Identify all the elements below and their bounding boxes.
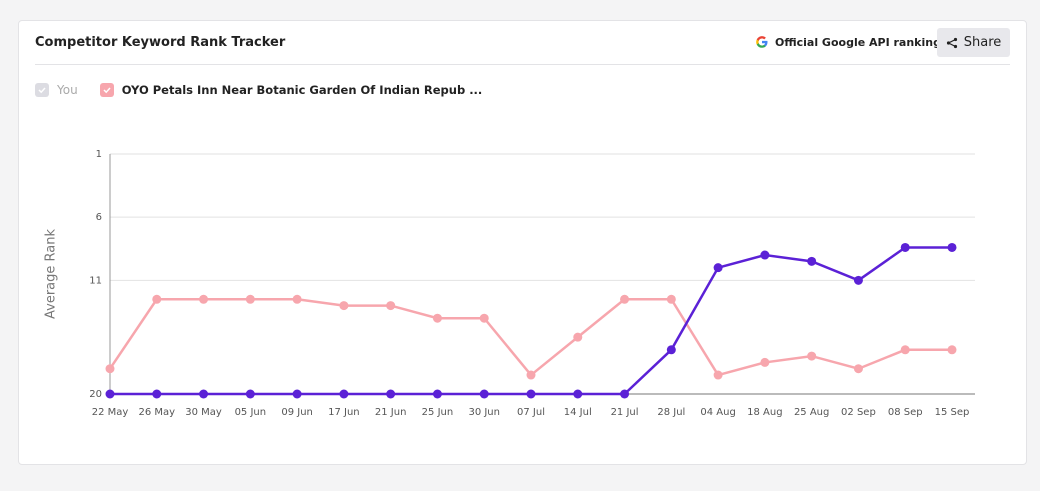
y-axis-label: Average Rank [44,229,59,319]
point [199,294,209,304]
point [760,357,770,367]
x-tick-label: 30 Jun [468,407,500,418]
point [947,345,957,355]
point [900,242,910,252]
google-badge: Official Google API rankings [755,35,948,49]
point [526,389,536,399]
legend-checkbox[interactable] [35,83,49,97]
point [666,345,676,355]
point [339,389,349,399]
point [152,294,162,304]
x-tick-label: 25 Aug [794,407,829,418]
google-icon [756,36,768,48]
point [620,389,630,399]
point [853,275,863,285]
share-text: Share [963,35,1002,50]
point [479,313,489,323]
legend: You OYO Petals Inn Near Botanic Garden O… [35,83,482,97]
point [666,294,676,304]
point [432,313,442,323]
y-tick-label: 6 [96,212,102,223]
divider [35,64,1010,65]
point [620,294,630,304]
y-tick-label: 20 [89,389,102,400]
point [152,389,162,399]
point [900,345,910,355]
x-tick-label: 21 Jul [611,407,639,418]
point [199,389,209,399]
x-tick-label: 28 Jul [657,407,685,418]
x-tick-label: 02 Sep [841,407,876,418]
x-tick-label: 25 Jun [422,407,454,418]
x-tick-label: 14 Jul [564,407,592,418]
legend-checkbox[interactable] [99,83,114,97]
badge-text: Official Google API rankings [775,35,948,49]
legend-label: OYO Petals Inn Near Botanic Garden Of In… [121,83,483,97]
point [245,389,255,399]
x-tick-label: 08 Sep [888,407,923,418]
point [292,389,302,399]
point [105,364,115,374]
x-tick-label: 30 May [185,407,222,418]
point [573,332,583,342]
x-tick-label: 17 Jun [328,407,360,418]
x-tick-label: 21 Jun [375,407,407,418]
point [292,294,302,304]
series-line [108,298,952,377]
x-tick-label: 26 May [138,407,175,418]
x-tick-label: 18 Aug [747,407,782,418]
point [339,301,349,311]
point [853,364,863,374]
x-tick-label: 15 Sep [935,407,970,418]
point [386,301,396,311]
point [807,351,817,361]
point [526,370,536,380]
x-tick-label: 22 May [92,407,129,418]
x-tick-label: 09 Jun [281,407,313,418]
point [105,389,115,399]
x-tick-label: 05 Jun [235,407,267,418]
point [479,389,489,399]
point [713,370,723,380]
point [245,294,255,304]
y-tick-label: 1 [96,149,102,160]
point [760,250,770,260]
card-title: Competitor Keyword Rank Tracker [35,35,286,50]
share-icon [946,37,957,48]
point [807,256,817,266]
y-tick-label: 11 [89,275,102,286]
x-tick-label: 07 Jul [517,407,545,418]
point [947,242,957,252]
point [713,263,723,273]
point [573,389,583,399]
point [386,389,396,399]
share-button[interactable]: Share [937,28,1010,57]
point [432,389,442,399]
x-tick-label: 04 Aug [700,407,735,418]
legend-label: You [57,83,78,97]
tracker-card: Competitor Keyword Rank Tracker Official… [18,20,1027,465]
